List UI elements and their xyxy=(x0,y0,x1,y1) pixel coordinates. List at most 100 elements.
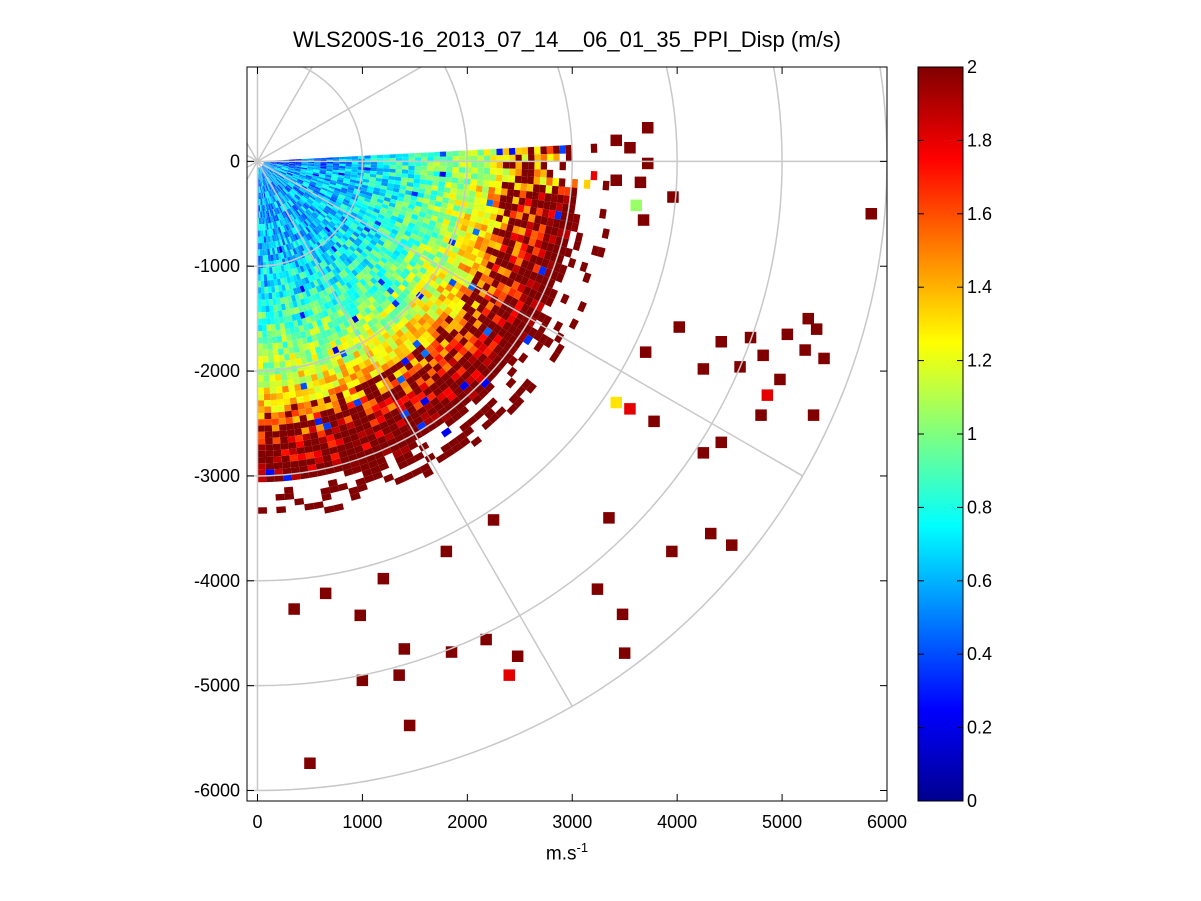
heatmap-cell xyxy=(286,193,293,199)
heatmap-cell xyxy=(283,296,289,304)
heatmap-cell xyxy=(465,297,475,307)
heatmap-cell xyxy=(360,353,369,362)
colorbar-tick-label: 0 xyxy=(967,791,977,811)
heatmap-cell xyxy=(338,294,346,302)
heatmap-cell xyxy=(317,193,325,199)
heatmap-cell xyxy=(387,246,396,254)
heatmap-cell xyxy=(283,231,288,239)
heatmap-cell xyxy=(488,254,498,264)
heatmap-cell xyxy=(363,372,373,382)
heatmap-cell xyxy=(503,252,512,262)
heatmap-cell xyxy=(553,153,560,162)
heatmap-cell xyxy=(377,357,387,367)
heatmap-cell xyxy=(389,198,397,204)
heatmap-cell xyxy=(466,259,475,268)
heatmap-cell xyxy=(428,382,439,392)
heatmap-cell xyxy=(300,205,307,212)
heatmap-cell xyxy=(288,603,300,615)
heatmap-cell xyxy=(377,278,386,286)
heatmap-cell xyxy=(499,275,509,285)
heatmap-cell xyxy=(295,440,305,449)
heatmap-cell xyxy=(342,284,350,292)
heatmap-cell xyxy=(487,240,496,249)
heatmap-cell xyxy=(376,415,386,425)
heatmap-cell xyxy=(412,386,423,396)
chart-title: WLS200S-16_2013_07_14__06_01_35_PPI_Disp… xyxy=(293,27,841,52)
heatmap-cell xyxy=(390,291,399,300)
heatmap-cell xyxy=(514,175,522,184)
heatmap-cell xyxy=(315,423,325,432)
heatmap-cell xyxy=(521,154,529,162)
heatmap-cell xyxy=(270,405,278,413)
heatmap-cell xyxy=(306,170,314,174)
heatmap-cell xyxy=(297,252,303,260)
heatmap-cell xyxy=(430,312,440,322)
heatmap-cell xyxy=(538,265,547,276)
heatmap-cell xyxy=(509,154,516,162)
heatmap-cell xyxy=(288,384,296,392)
heatmap-cell xyxy=(339,191,347,197)
heatmap-cell xyxy=(279,183,285,189)
heatmap-cell xyxy=(449,251,458,260)
heatmap-cell xyxy=(308,223,315,231)
heatmap-cell xyxy=(270,189,275,196)
heatmap-cell xyxy=(257,444,266,451)
heatmap-cell xyxy=(269,235,273,243)
heatmap-cell xyxy=(346,447,356,457)
heatmap-cell xyxy=(331,193,339,199)
heatmap-cell xyxy=(397,283,407,292)
heatmap-cell xyxy=(511,650,524,662)
heatmap-cell xyxy=(266,170,272,175)
heatmap-cell xyxy=(558,219,567,230)
heatmap-cell xyxy=(477,155,485,162)
heatmap-cell xyxy=(307,225,313,232)
heatmap-cell xyxy=(312,411,322,420)
heatmap-cell xyxy=(418,242,427,250)
heatmap-cell xyxy=(457,183,464,190)
heatmap-cell xyxy=(610,134,622,147)
heatmap-cell xyxy=(477,210,485,218)
heatmap-cell xyxy=(439,151,447,157)
heatmap-cell xyxy=(487,340,498,351)
heatmap-cell xyxy=(394,235,402,242)
heatmap-cell xyxy=(387,311,397,320)
heatmap-cell xyxy=(490,233,499,243)
heatmap-cell xyxy=(267,286,272,294)
heatmap-cell xyxy=(296,299,302,307)
heatmap-cell xyxy=(480,198,488,206)
heatmap-cell xyxy=(506,224,514,233)
heatmap-cell xyxy=(356,225,364,233)
heatmap-cell xyxy=(275,165,283,167)
heatmap-cell xyxy=(399,300,409,309)
heatmap-cell xyxy=(467,354,478,365)
colorbar-ticks: 00.20.40.60.811.21.41.61.82 xyxy=(918,57,992,811)
heatmap-cell xyxy=(263,393,271,401)
heatmap-cell xyxy=(384,345,394,355)
heatmap-cell xyxy=(415,235,424,243)
heatmap-cell xyxy=(521,313,532,324)
heatmap-cell xyxy=(524,198,532,207)
heatmap-cell xyxy=(450,215,458,223)
heatmap-cell xyxy=(360,206,368,212)
heatmap-cell xyxy=(448,220,456,228)
heatmap-cell xyxy=(500,301,510,311)
heatmap-cell xyxy=(426,175,434,181)
heatmap-cell xyxy=(345,194,352,199)
heatmap-cell xyxy=(491,314,502,324)
heatmap-cell xyxy=(365,392,375,402)
heatmap-cell xyxy=(425,344,435,354)
heatmap-cell xyxy=(271,235,276,242)
heatmap-cell xyxy=(315,183,323,188)
heatmap-cell xyxy=(345,208,352,215)
heatmap-cell xyxy=(275,253,280,261)
heatmap-cell xyxy=(258,173,259,181)
heatmap-cell xyxy=(406,405,417,415)
heatmap-cell xyxy=(301,195,308,201)
heatmap-cell xyxy=(350,211,358,218)
heatmap-cell xyxy=(499,194,507,203)
heatmap-cell xyxy=(417,335,427,345)
heatmap-cell xyxy=(637,214,650,226)
heatmap-cell xyxy=(292,415,301,424)
heatmap-cell xyxy=(332,157,340,160)
heatmap-cell xyxy=(518,227,527,236)
